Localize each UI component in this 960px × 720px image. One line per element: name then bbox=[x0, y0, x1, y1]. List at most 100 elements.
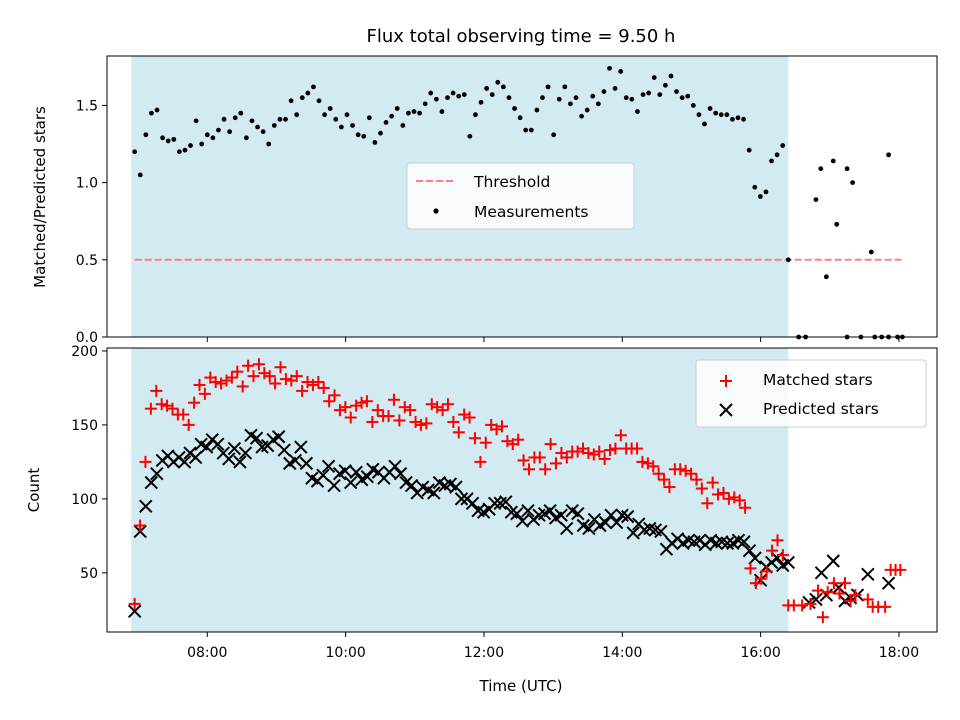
count-x-tick-label: 08:00 bbox=[187, 645, 227, 661]
measurement-point bbox=[612, 86, 618, 91]
matched-star-point bbox=[501, 435, 514, 448]
measurement-point bbox=[176, 149, 182, 155]
predicted-star-point bbox=[620, 509, 635, 524]
predicted-star-point bbox=[881, 576, 896, 590]
measurement-point bbox=[171, 136, 177, 142]
predicted-star-point bbox=[227, 441, 242, 456]
predicted-star-point bbox=[316, 468, 330, 482]
measurement-points bbox=[132, 65, 905, 340]
predicted-star-point bbox=[388, 459, 402, 474]
ratio-x-ticks bbox=[206, 337, 900, 342]
measurement-point bbox=[623, 95, 629, 101]
measurement-point bbox=[818, 166, 824, 172]
measurement-point bbox=[495, 79, 501, 85]
measurement-point bbox=[232, 115, 238, 121]
measurement-point bbox=[283, 116, 288, 122]
measurement-point bbox=[685, 93, 691, 99]
predicted-star-point bbox=[598, 515, 613, 530]
matched-star-point bbox=[306, 378, 319, 391]
matched-star-points bbox=[128, 358, 907, 624]
matched-star-point bbox=[663, 481, 676, 494]
matched-star-point bbox=[139, 455, 152, 468]
matched-star-point bbox=[360, 395, 373, 408]
measurement-point bbox=[182, 147, 188, 153]
matched-star-point bbox=[436, 404, 449, 417]
matched-star-point bbox=[177, 408, 190, 421]
measurement-point bbox=[467, 133, 473, 139]
measurement-point bbox=[400, 123, 406, 128]
matched-star-point bbox=[544, 438, 557, 451]
measurement-point bbox=[850, 180, 856, 186]
measurement-point bbox=[601, 89, 607, 94]
matched-star-point bbox=[804, 597, 817, 610]
matched-star-point bbox=[366, 415, 379, 428]
matched-star-point bbox=[771, 534, 784, 547]
matched-star-point bbox=[614, 429, 627, 442]
matched-star-point bbox=[652, 467, 665, 480]
measurement-point bbox=[154, 107, 160, 113]
predicted-star-point bbox=[770, 551, 784, 565]
legend-predicted-label: Predicted stars bbox=[763, 400, 879, 418]
measurement-point bbox=[607, 65, 612, 71]
predicted-star-point bbox=[626, 526, 640, 540]
matched-star-point bbox=[247, 370, 260, 383]
predicted-star-point bbox=[188, 450, 203, 465]
measurement-point bbox=[473, 112, 478, 118]
matched-star-point bbox=[598, 452, 611, 465]
matched-star-point bbox=[420, 417, 433, 430]
predicted-star-point bbox=[582, 521, 596, 536]
measurement-point bbox=[523, 127, 529, 133]
measurement-point bbox=[165, 138, 171, 144]
measurement-point bbox=[868, 249, 874, 255]
matched-star-point bbox=[712, 488, 725, 501]
matched-star-point bbox=[512, 433, 525, 446]
measurement-point bbox=[344, 112, 350, 118]
predicted-star-point bbox=[199, 440, 214, 454]
measurement-point bbox=[730, 116, 735, 122]
measurement-point bbox=[813, 197, 819, 202]
measurement-point bbox=[445, 95, 450, 101]
matched-star-point bbox=[517, 454, 530, 467]
measurement-point bbox=[657, 92, 663, 97]
measurement-point bbox=[210, 135, 216, 141]
measurement-point bbox=[355, 132, 361, 138]
measurement-point bbox=[735, 115, 741, 121]
count-panel: 50 100 150 200 08:00 10:00 12:00 14:00 16:00 18:… bbox=[25, 344, 938, 695]
matched-star-point bbox=[550, 457, 563, 470]
predicted-star-point bbox=[139, 499, 153, 513]
count-legend-box bbox=[695, 359, 927, 428]
predicted-star-point bbox=[554, 508, 568, 522]
predicted-star-point bbox=[748, 551, 762, 565]
measurement-point bbox=[316, 98, 322, 104]
chart-title: Flux total observing time = 9.50 h bbox=[367, 26, 676, 47]
matched-star-point bbox=[350, 399, 363, 412]
legend-threshold-label: Threshold bbox=[473, 173, 550, 191]
matched-star-point bbox=[641, 457, 654, 470]
matched-star-point bbox=[193, 378, 206, 391]
matched-star-point bbox=[144, 402, 157, 415]
matched-star-point bbox=[312, 376, 325, 389]
measurement-point bbox=[702, 121, 707, 127]
matched-star-point bbox=[382, 410, 395, 423]
matched-star-point bbox=[258, 367, 271, 380]
measurement-point bbox=[579, 113, 584, 119]
ratio-legend-box bbox=[406, 162, 635, 230]
matched-star-point bbox=[490, 423, 503, 436]
predicted-star-point bbox=[294, 440, 308, 454]
measurement-point bbox=[478, 99, 484, 105]
predicted-star-point bbox=[814, 566, 829, 580]
matched-star-point bbox=[479, 436, 492, 449]
matched-star-point bbox=[839, 577, 852, 590]
measurement-point bbox=[528, 127, 534, 133]
predicted-star-point bbox=[427, 486, 441, 500]
predicted-star-point bbox=[211, 437, 225, 451]
matched-star-point bbox=[894, 563, 907, 576]
predicted-star-point bbox=[560, 521, 574, 536]
count-x-tick-label: 14:00 bbox=[602, 645, 642, 661]
matched-star-point bbox=[463, 411, 476, 424]
measurement-point bbox=[372, 140, 378, 145]
predicted-star-point bbox=[654, 524, 668, 539]
matched-star-point bbox=[398, 401, 411, 414]
ratio-y-ticks: 0.0 0.5 1.0 1.5 bbox=[76, 98, 107, 346]
